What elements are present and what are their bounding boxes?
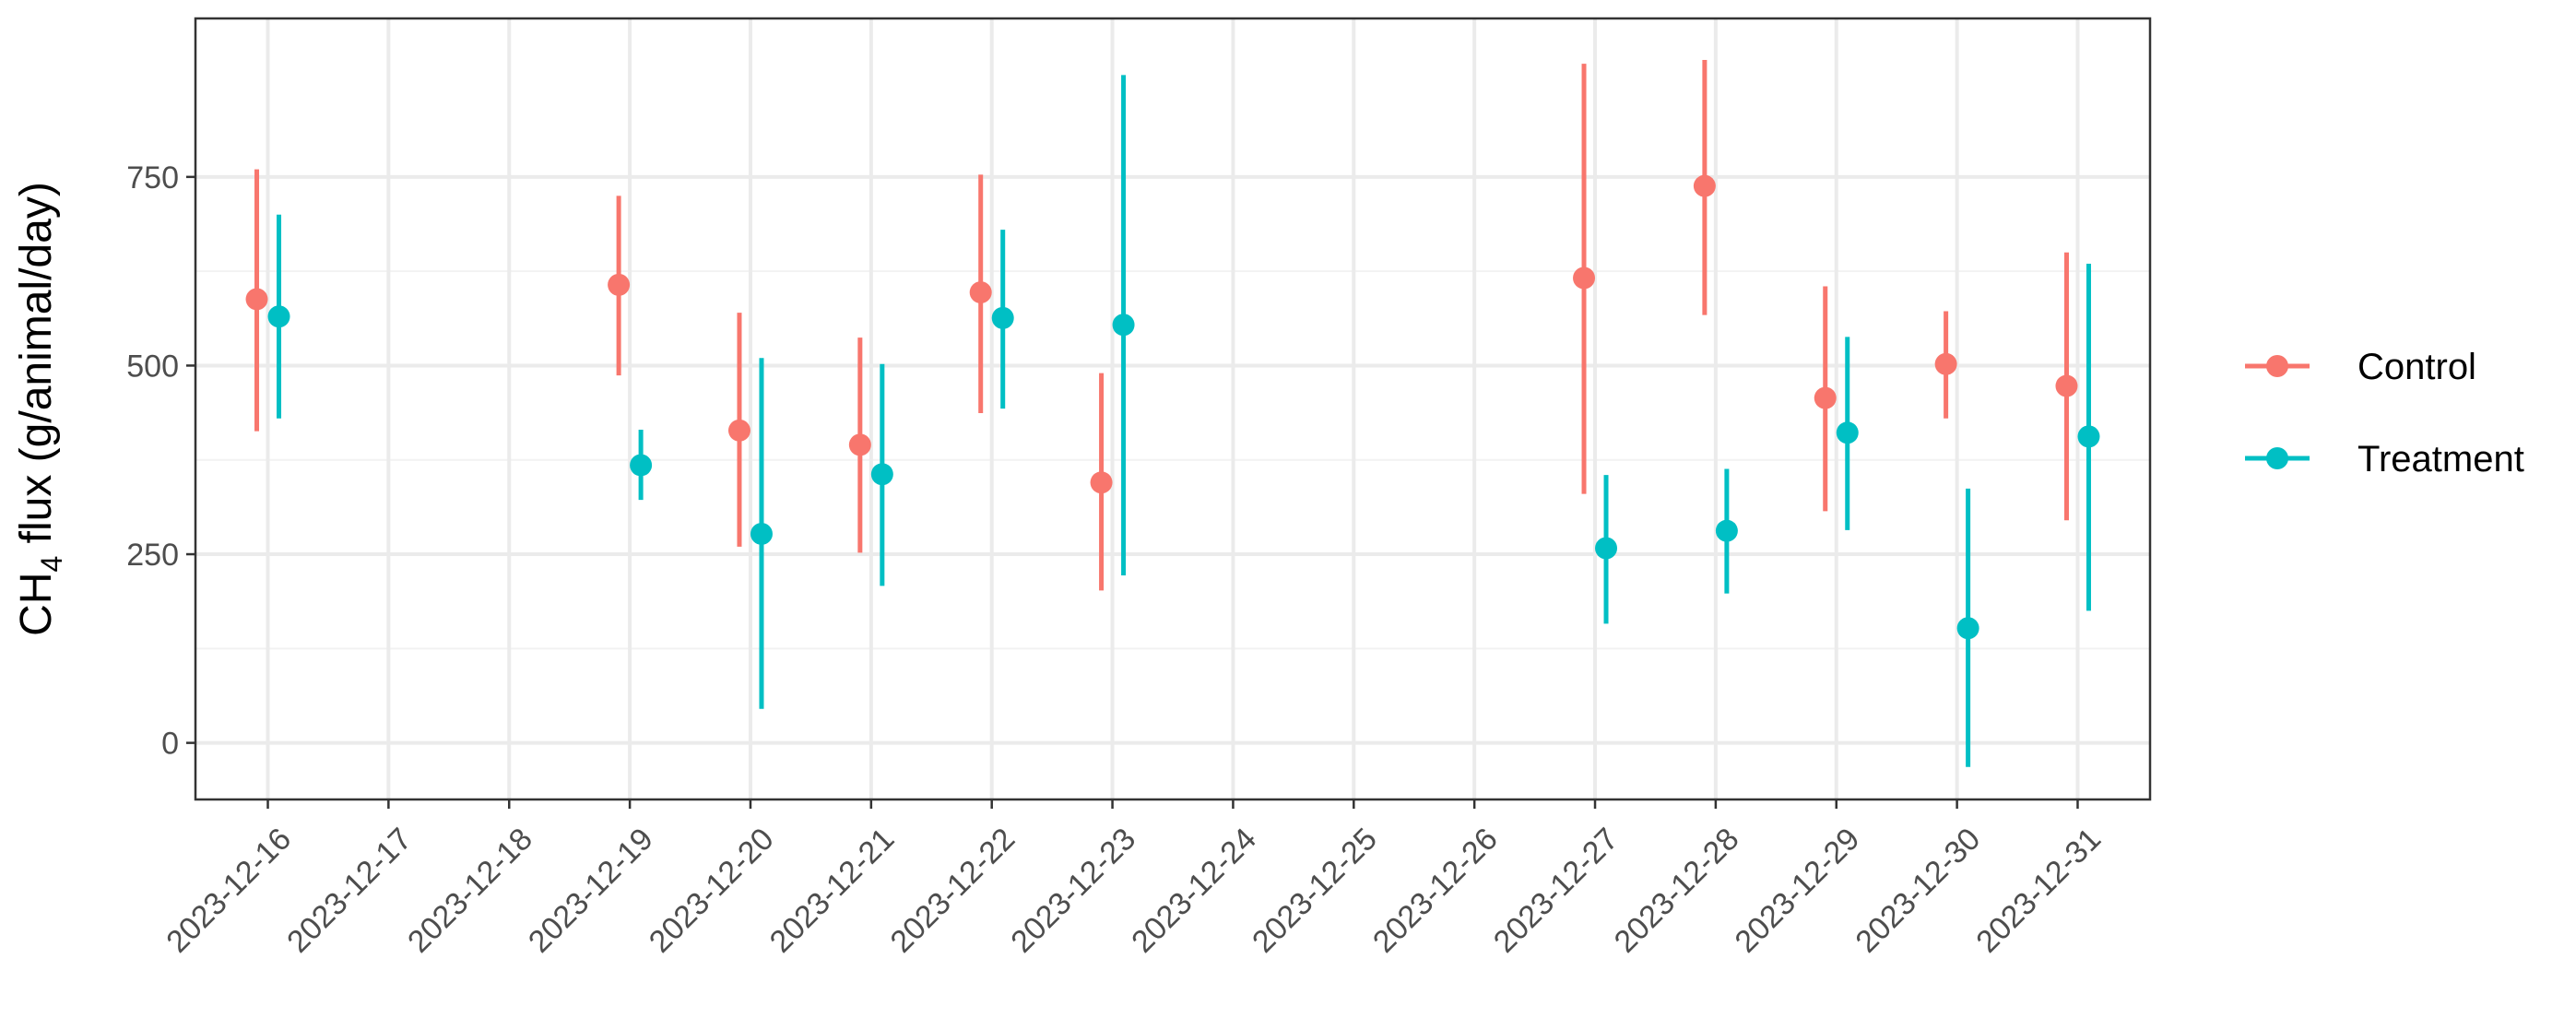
y-tick-label: 750 (126, 160, 179, 195)
y-tick-label: 250 (126, 538, 179, 573)
grid (195, 18, 2150, 799)
data-point (2077, 425, 2100, 448)
data-point (969, 281, 992, 304)
data-point (608, 273, 631, 296)
data-point (1956, 617, 1979, 640)
y-axis-title-prefix: CH (12, 572, 61, 635)
y-axis-title-subscript: 4 (35, 556, 68, 573)
data-point (1814, 386, 1837, 409)
series-control (245, 60, 2078, 591)
data-point (727, 419, 750, 442)
data-point (1693, 174, 1716, 197)
legend-key-point (2266, 355, 2288, 377)
y-axis: 0 250 500 750 (126, 160, 195, 762)
data-point (870, 463, 893, 486)
data-point (848, 433, 871, 456)
data-point (1715, 519, 1738, 542)
data-point (245, 288, 268, 311)
series-layer (245, 60, 2100, 767)
series-treatment (267, 75, 2100, 767)
y-axis-title-suffix: flux (g/animal/day) (12, 182, 61, 556)
legend-key-point (2266, 447, 2288, 469)
legend-label: Treatment (2357, 439, 2524, 479)
data-point (750, 522, 773, 545)
panel-border (194, 17, 2152, 801)
data-point (991, 306, 1014, 329)
data-point (1112, 314, 1135, 337)
legend-item-treatment: Treatment (2245, 439, 2524, 479)
data-point (1934, 352, 1957, 375)
legend: Control Treatment (2245, 347, 2524, 479)
legend-item-control: Control (2245, 347, 2476, 387)
data-point (1090, 471, 1113, 494)
data-point (1595, 537, 1618, 560)
legend-label: Control (2357, 347, 2476, 387)
data-point (1573, 266, 1596, 290)
y-tick-label: 0 (161, 727, 179, 762)
data-point (267, 305, 290, 328)
data-point (1836, 421, 1859, 444)
data-point (2055, 374, 2078, 397)
y-axis-title: CH4 flux (g/animal/day) (12, 182, 68, 636)
y-tick-label: 500 (126, 349, 179, 384)
data-point (630, 454, 653, 477)
